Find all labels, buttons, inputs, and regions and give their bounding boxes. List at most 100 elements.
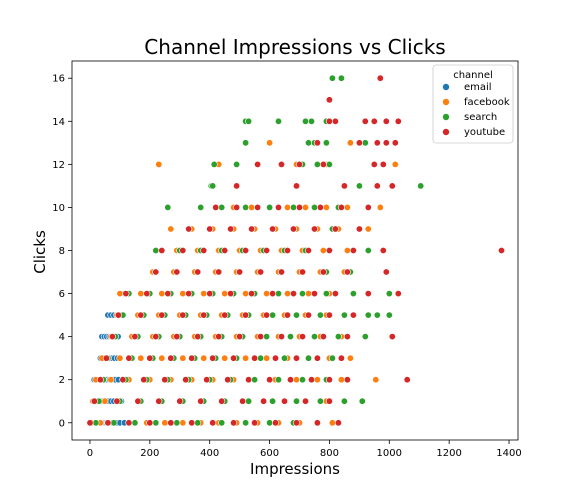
scatter-point-facebook xyxy=(138,290,144,296)
scatter-point-search xyxy=(290,204,296,210)
legend-title: channel xyxy=(453,70,493,81)
legend: channel email facebook search youtube xyxy=(433,65,513,143)
scatter-point-youtube xyxy=(314,420,320,426)
scatter-point-youtube xyxy=(227,290,233,296)
chart-title: Channel Impressions vs Clicks xyxy=(144,35,445,59)
scatter-point-youtube xyxy=(371,161,377,167)
scatter-point-youtube xyxy=(222,247,228,253)
scatter-point-search xyxy=(165,204,171,210)
scatter-point-youtube xyxy=(183,377,189,383)
scatter-point-youtube xyxy=(326,398,332,404)
y-axis-label: Clicks xyxy=(31,230,49,274)
scatter-point-youtube xyxy=(210,355,216,361)
scatter-point-search xyxy=(341,312,347,318)
scatter-point-youtube xyxy=(201,247,207,253)
scatter-point-youtube xyxy=(383,118,389,124)
legend-marker-facebook xyxy=(443,99,450,106)
scatter-point-youtube xyxy=(341,183,347,189)
scatter-point-search xyxy=(299,377,305,383)
scatter-point-youtube xyxy=(204,377,210,383)
scatter-point-facebook xyxy=(377,204,383,210)
scatter-point-youtube xyxy=(216,333,222,339)
scatter-point-youtube xyxy=(272,355,278,361)
scatter-point-facebook xyxy=(305,290,311,296)
scatter-point-youtube xyxy=(350,247,356,253)
x-axis-label: Impressions xyxy=(250,460,340,478)
scatter-point-youtube xyxy=(302,398,308,404)
y-tick-label: 0 xyxy=(59,418,65,429)
x-tick-label: 400 xyxy=(200,448,219,459)
scatter-point-youtube xyxy=(233,204,239,210)
scatter-point-youtube xyxy=(186,226,192,232)
scatter-point-youtube xyxy=(287,377,293,383)
scatter-point-youtube xyxy=(380,161,386,167)
scatter-point-youtube xyxy=(135,398,141,404)
scatter-point-youtube xyxy=(227,226,233,232)
scatter-point-youtube xyxy=(87,420,93,426)
scatter-point-youtube xyxy=(305,247,311,253)
scatter-point-search xyxy=(211,161,217,167)
scatter-point-youtube xyxy=(189,355,195,361)
scatter-point-facebook xyxy=(347,140,353,146)
scatter-point-search xyxy=(242,140,248,146)
scatter-point-facebook xyxy=(108,377,114,383)
scatter-point-youtube xyxy=(91,398,97,404)
scatter-point-search xyxy=(302,118,308,124)
scatter-point-youtube xyxy=(126,355,132,361)
y-tick-label: 12 xyxy=(52,160,65,171)
scatter-point-youtube xyxy=(97,377,103,383)
scatter-point-youtube xyxy=(284,312,290,318)
scatter-point-search xyxy=(198,204,204,210)
scatter-point-youtube xyxy=(248,226,254,232)
scatter-point-search xyxy=(317,398,323,404)
scatter-point-youtube xyxy=(317,204,323,210)
scatter-point-youtube xyxy=(269,226,275,232)
scatter-point-search xyxy=(365,312,371,318)
scatter-point-youtube xyxy=(371,118,377,124)
scatter-point-youtube xyxy=(236,333,242,339)
scatter-point-facebook xyxy=(159,355,165,361)
scatter-point-youtube xyxy=(168,355,174,361)
scatter-point-facebook xyxy=(266,140,272,146)
scatter-point-youtube xyxy=(326,247,332,253)
scatter-point-facebook xyxy=(159,290,165,296)
scatter-point-search xyxy=(293,312,299,318)
scatter-point-youtube xyxy=(144,290,150,296)
scatter-point-search xyxy=(311,204,317,210)
scatter-point-youtube xyxy=(293,355,299,361)
scatter-point-facebook xyxy=(365,226,371,232)
scatter-point-search xyxy=(275,118,281,124)
scatter-point-youtube xyxy=(269,290,275,296)
scatter-point-facebook xyxy=(180,290,186,296)
x-tick-label: 200 xyxy=(140,448,159,459)
scatter-point-search xyxy=(287,333,293,339)
scatter-point-search xyxy=(329,355,335,361)
scatter-point-youtube xyxy=(165,290,171,296)
scatter-point-youtube xyxy=(195,269,201,275)
scatter-point-youtube xyxy=(374,140,380,146)
x-tick-label: 1400 xyxy=(496,448,521,459)
scatter-point-search xyxy=(153,247,159,253)
scatter-point-search xyxy=(266,420,272,426)
scatter-point-youtube xyxy=(213,204,219,210)
scatter-point-youtube xyxy=(266,377,272,383)
scatter-point-youtube xyxy=(344,333,350,339)
y-tick-label: 4 xyxy=(59,332,65,343)
scatter-point-youtube xyxy=(383,269,389,275)
scatter-point-facebook xyxy=(180,420,186,426)
scatter-point-youtube xyxy=(356,226,362,232)
scatter-point-youtube xyxy=(338,355,344,361)
scatter-point-facebook xyxy=(347,355,353,361)
scatter-point-facebook xyxy=(156,161,162,167)
scatter-point-search xyxy=(335,333,341,339)
scatter-point-youtube xyxy=(180,312,186,318)
x-axis: 0 200 400 600 800 1000 1200 1400 xyxy=(87,440,522,459)
scatter-point-youtube xyxy=(296,204,302,210)
scatter-point-search xyxy=(153,420,159,426)
scatter-point-youtube xyxy=(395,290,401,296)
scatter-point-facebook xyxy=(248,204,254,210)
scatter-point-youtube xyxy=(189,420,195,426)
scatter-point-youtube xyxy=(320,269,326,275)
scatter-point-search xyxy=(362,140,368,146)
